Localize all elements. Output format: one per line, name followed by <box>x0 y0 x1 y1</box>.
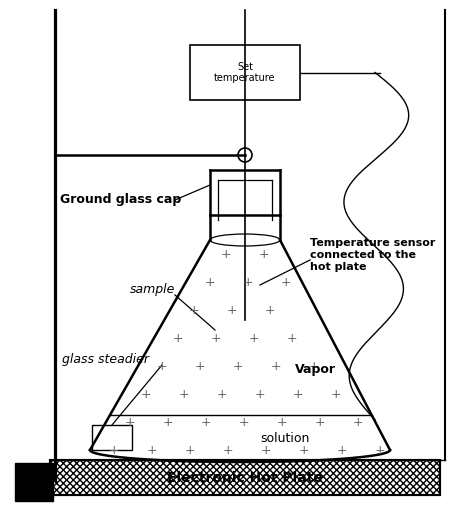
Text: +: + <box>249 332 260 345</box>
Bar <box>15 463 53 501</box>
Text: Ground glass cap: Ground glass cap <box>60 194 181 206</box>
Text: +: + <box>157 361 168 373</box>
Text: +: + <box>223 445 234 458</box>
Text: +: + <box>147 445 158 458</box>
Text: +: + <box>189 304 200 318</box>
Text: Temperature sensor
connected to the
hot plate: Temperature sensor connected to the hot … <box>310 238 436 272</box>
Bar <box>50 460 440 495</box>
Text: +: + <box>163 417 174 429</box>
Text: +: + <box>337 445 348 458</box>
Text: +: + <box>255 388 266 402</box>
Text: +: + <box>309 361 320 373</box>
Text: +: + <box>315 417 326 429</box>
Text: +: + <box>271 361 282 373</box>
Bar <box>50 460 440 495</box>
Text: +: + <box>353 417 364 429</box>
Text: +: + <box>195 361 206 373</box>
Ellipse shape <box>210 234 280 246</box>
Text: sample: sample <box>130 284 175 296</box>
Text: +: + <box>179 388 190 402</box>
Text: +: + <box>281 277 292 289</box>
Text: +: + <box>227 304 238 318</box>
Text: +: + <box>125 417 136 429</box>
Bar <box>92 425 132 450</box>
Text: +: + <box>141 388 152 402</box>
Text: +: + <box>287 332 298 345</box>
Text: +: + <box>221 248 232 262</box>
Text: +: + <box>109 445 120 458</box>
Text: +: + <box>211 332 222 345</box>
Text: +: + <box>259 248 270 262</box>
Text: Vapor: Vapor <box>295 363 336 377</box>
Text: glass steadier: glass steadier <box>62 353 149 367</box>
Text: +: + <box>243 277 254 289</box>
Text: +: + <box>239 417 250 429</box>
Text: +: + <box>173 332 184 345</box>
Text: +: + <box>261 445 272 458</box>
Text: +: + <box>265 304 276 318</box>
Text: +: + <box>277 417 288 429</box>
Text: +: + <box>205 277 216 289</box>
Text: +: + <box>331 388 342 402</box>
Text: +: + <box>217 388 228 402</box>
Text: Set
temperature: Set temperature <box>214 62 276 84</box>
Text: +: + <box>201 417 212 429</box>
Text: Electronic Hot Plate: Electronic Hot Plate <box>167 470 323 485</box>
Text: +: + <box>233 361 244 373</box>
Text: +: + <box>299 445 310 458</box>
Text: solution: solution <box>260 431 310 445</box>
Text: +: + <box>293 388 304 402</box>
Text: +: + <box>375 445 386 458</box>
Bar <box>190 45 300 100</box>
Text: +: + <box>185 445 196 458</box>
